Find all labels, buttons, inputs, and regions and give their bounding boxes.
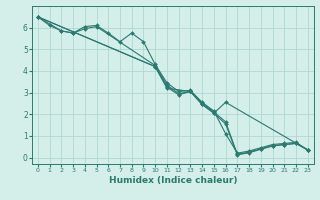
X-axis label: Humidex (Indice chaleur): Humidex (Indice chaleur) [108,176,237,185]
